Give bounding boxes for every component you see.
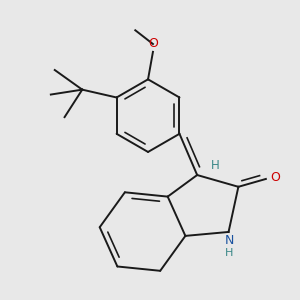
Text: O: O	[148, 37, 158, 50]
Text: N: N	[225, 234, 234, 247]
Text: O: O	[270, 172, 280, 184]
Text: H: H	[211, 159, 220, 172]
Text: H: H	[225, 248, 234, 258]
